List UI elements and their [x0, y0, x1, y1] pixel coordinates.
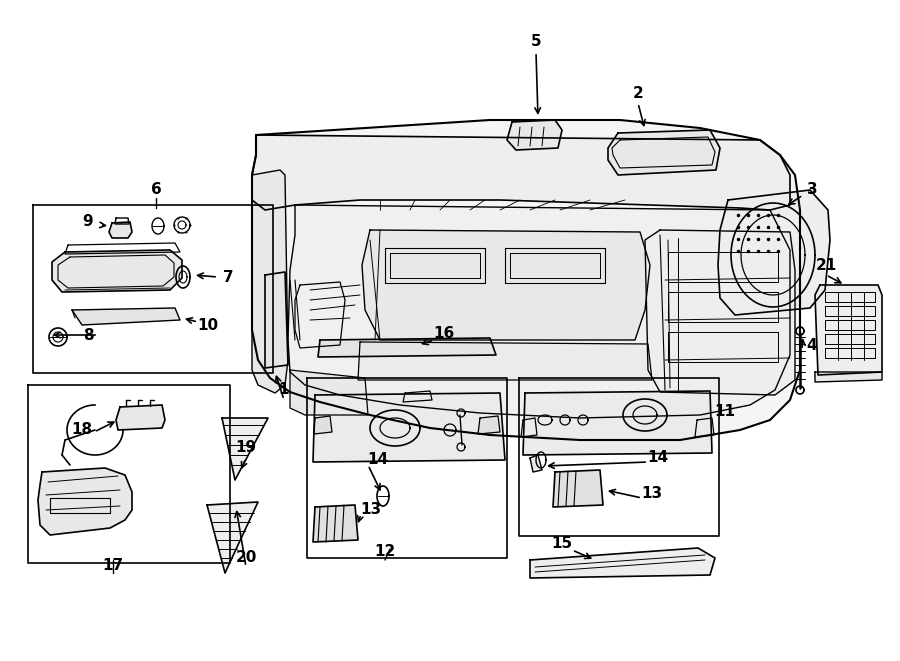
- Text: 1: 1: [279, 383, 289, 397]
- Polygon shape: [252, 135, 790, 210]
- Text: 13: 13: [642, 486, 662, 502]
- Text: 20: 20: [235, 551, 256, 566]
- Polygon shape: [530, 548, 715, 578]
- Text: 14: 14: [367, 451, 389, 467]
- Polygon shape: [523, 391, 712, 455]
- Text: 4: 4: [806, 338, 817, 352]
- Polygon shape: [608, 130, 720, 175]
- Polygon shape: [38, 468, 132, 535]
- Polygon shape: [530, 455, 542, 472]
- Polygon shape: [358, 342, 652, 380]
- Polygon shape: [314, 416, 332, 434]
- Polygon shape: [116, 405, 165, 430]
- Polygon shape: [362, 230, 650, 340]
- Polygon shape: [222, 418, 268, 480]
- Text: 8: 8: [83, 327, 94, 342]
- Polygon shape: [72, 308, 180, 325]
- Text: 15: 15: [552, 537, 572, 551]
- Text: 10: 10: [197, 317, 219, 332]
- Polygon shape: [718, 190, 830, 315]
- Polygon shape: [290, 370, 368, 415]
- Text: 5: 5: [531, 34, 541, 50]
- Polygon shape: [252, 170, 288, 393]
- Text: 13: 13: [360, 502, 382, 518]
- Text: 17: 17: [103, 557, 123, 572]
- Text: 2: 2: [633, 85, 643, 100]
- Text: 11: 11: [715, 405, 735, 420]
- Polygon shape: [109, 222, 132, 238]
- Polygon shape: [313, 505, 358, 542]
- Text: 14: 14: [647, 449, 669, 465]
- Polygon shape: [478, 416, 500, 434]
- Polygon shape: [265, 272, 288, 368]
- Text: 3: 3: [806, 182, 817, 198]
- Text: 16: 16: [434, 327, 454, 342]
- Text: 18: 18: [71, 422, 93, 438]
- Text: 21: 21: [815, 258, 837, 272]
- Polygon shape: [288, 205, 790, 418]
- Text: 12: 12: [374, 545, 396, 559]
- Polygon shape: [815, 372, 882, 382]
- Polygon shape: [207, 502, 258, 573]
- Text: 7: 7: [222, 270, 233, 284]
- Polygon shape: [313, 393, 505, 462]
- Polygon shape: [507, 120, 562, 150]
- Polygon shape: [645, 230, 795, 395]
- Text: 6: 6: [150, 182, 161, 198]
- Text: 9: 9: [83, 215, 94, 229]
- Polygon shape: [252, 120, 800, 440]
- Polygon shape: [318, 338, 496, 357]
- Polygon shape: [52, 250, 182, 292]
- Polygon shape: [553, 470, 603, 507]
- Polygon shape: [815, 285, 882, 375]
- Text: 19: 19: [236, 440, 256, 455]
